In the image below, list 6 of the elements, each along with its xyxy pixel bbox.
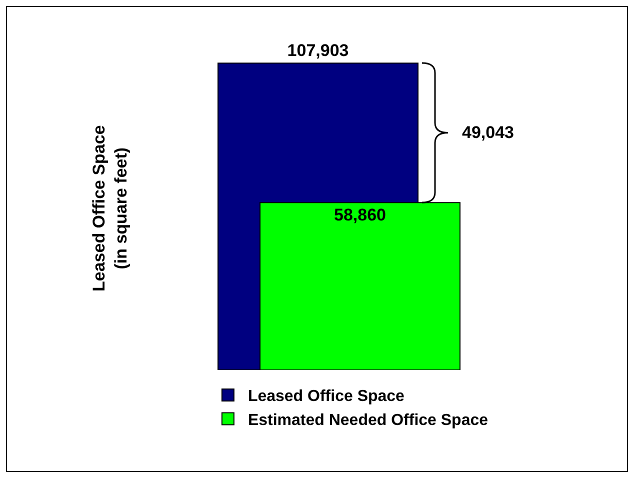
y-axis-title: Leased Office Space (in square feet) — [90, 125, 131, 292]
data-label: 58,860 — [334, 206, 386, 225]
legend-label: Estimated Needed Office Space — [248, 412, 488, 430]
data-label: 107,903 — [287, 41, 349, 60]
annotation: 49,043 — [462, 123, 514, 142]
legend-label: Leased Office Space — [248, 388, 405, 406]
